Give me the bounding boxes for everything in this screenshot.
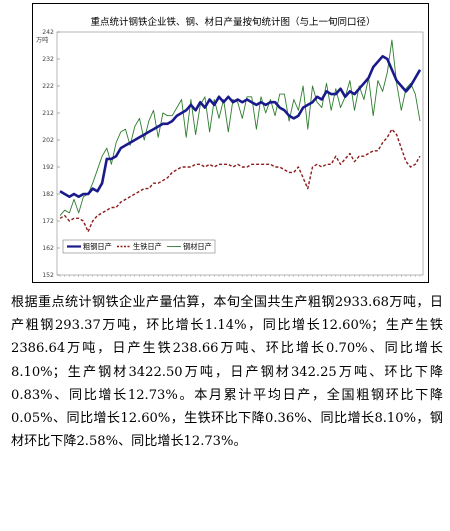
chart: 重点统计钢铁企业铁、钢、材日产量按旬统计图（与上一旬同口径） 242 232 222… [36,16,424,279]
legend: 粗钢日产 生铁日产 钢材日产 [62,239,216,254]
legend-label: 钢材日产 [183,242,212,251]
plot-area [56,31,424,276]
y-axis-unit: 万吨 [36,36,48,44]
y-tick-label: 232 [42,56,54,63]
series-line-1 [59,54,422,198]
series-layer [59,39,422,233]
y-tick-label: 212 [42,110,54,117]
x-axis [59,275,421,277]
legend-label: 粗钢日产 [83,242,112,251]
summary-paragraph: 根据重点统计钢铁企业产量估算，本旬全国共生产粗钢2933.68万吨，日产粗钢29… [11,295,443,450]
y-tick-label: 162 [42,245,54,252]
y-tick-label: 182 [42,191,54,198]
series-line-3 [59,39,421,216]
chart-frame: 重点统计钢铁企业铁、钢、材日产量按旬统计图（与上一旬同口径） 242 232 222… [32,3,429,283]
y-tick-label: 152 [42,272,54,279]
series-line-2 [59,128,421,233]
y-tick-label: 222 [42,83,54,90]
y-tick-label: 172 [42,218,54,225]
legend-box [62,239,216,254]
legend-label: 生铁日产 [133,242,162,251]
y-tick-label: 242 [42,29,54,36]
y-axis: 242 232 222 212 202 192 182 172 162 152 万吨 [36,29,60,279]
y-tick-label: 202 [42,137,54,144]
y-tick-label: 192 [42,164,54,171]
chart-title: 重点统计钢铁企业铁、钢、材日产量按旬统计图（与上一旬同口径） [90,16,375,28]
